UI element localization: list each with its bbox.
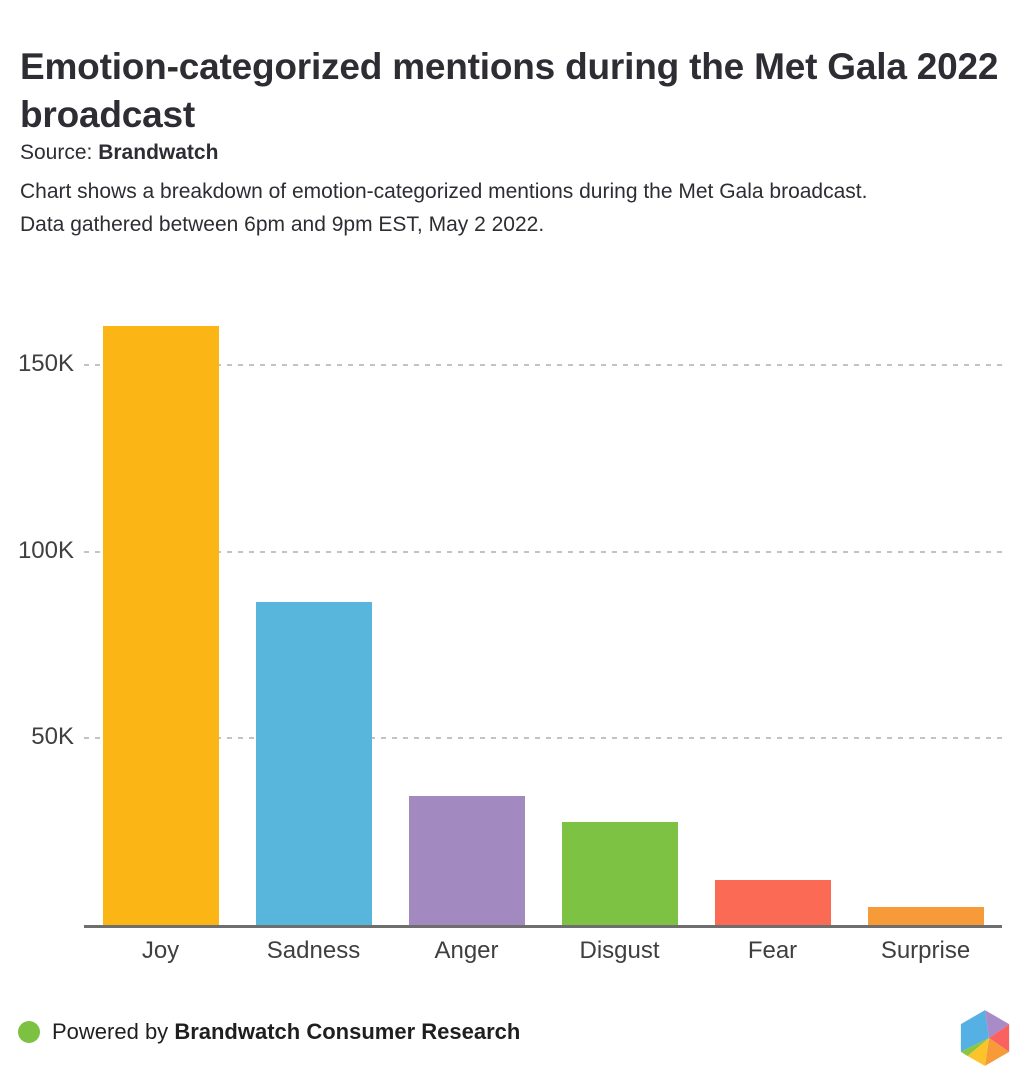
source-value: Brandwatch: [98, 141, 219, 164]
description-line-1: Chart shows a breakdown of emotion-categ…: [20, 180, 868, 203]
chart-title: Emotion-categorized mentions during the …: [20, 45, 999, 135]
bar-anger: [408, 795, 525, 925]
brandwatch-logo-icon: [960, 1010, 1010, 1066]
x-axis-label-disgust: Disgust: [579, 937, 660, 964]
green-dot-icon: [18, 1021, 40, 1043]
y-axis-tick-label-50k: 50K: [31, 723, 74, 751]
bar-surprise: [867, 906, 984, 925]
plot-area: 50K 100K 150K Joy Sadness Anger Disgust Fear Sur…: [18, 300, 1002, 964]
source-line: Source: Brandwatch: [20, 141, 218, 165]
powered-by-label: Powered by: [52, 1019, 169, 1044]
gridline-150k: [84, 364, 1002, 367]
gridline-100k: [84, 550, 1002, 553]
footer: Powered by Brandwatch Consumer Research: [18, 1019, 520, 1045]
chart-description: Chart shows a breakdown of emotion-categ…: [20, 175, 980, 241]
bar-joy: [102, 326, 219, 925]
x-axis-label-fear: Fear: [747, 937, 798, 964]
brand-name: Brandwatch Consumer Research: [174, 1019, 521, 1044]
x-axis-label-surprise: Surprise: [880, 937, 971, 964]
bar-sadness: [255, 602, 372, 925]
y-axis-tick-label-150k: 150K: [17, 350, 74, 378]
description-line-2: Data gathered between 6pm and 9pm EST, M…: [20, 213, 545, 236]
bar-disgust: [561, 822, 678, 925]
y-axis-tick-label-100k: 100K: [17, 536, 74, 564]
source-label: Source:: [20, 141, 93, 164]
x-axis-label-sadness: Sadness: [266, 937, 361, 964]
powered-by-text: Powered by Brandwatch Consumer Research: [52, 1019, 520, 1045]
x-axis-label-anger: Anger: [434, 937, 499, 964]
gridline-50k: [84, 737, 1002, 740]
bar-fear: [714, 879, 831, 925]
x-axis-label-joy: Joy: [141, 937, 180, 964]
